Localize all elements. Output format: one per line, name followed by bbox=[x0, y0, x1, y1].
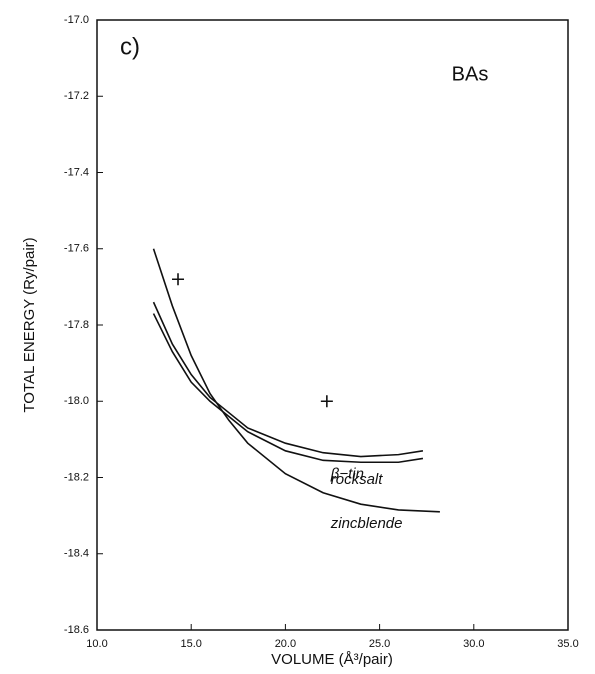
plus-marker bbox=[320, 395, 333, 408]
x-tick-label: 35.0 bbox=[557, 638, 578, 650]
x-tick-label: 10.0 bbox=[86, 638, 107, 650]
annotation: BAs bbox=[452, 63, 489, 85]
x-tick-label: 25.0 bbox=[369, 638, 390, 650]
line bbox=[152, 248, 440, 513]
line bbox=[152, 313, 424, 464]
y-tick-label: -18.4 bbox=[64, 548, 89, 560]
y-tick-label: -17.6 bbox=[64, 243, 89, 255]
x-axis-label: VOLUME (Å³/pair) bbox=[271, 651, 393, 668]
y-tick-label: -17.2 bbox=[64, 90, 89, 102]
y-tick-label: -17.0 bbox=[64, 14, 89, 26]
x-tick-label: 20.0 bbox=[275, 638, 296, 650]
y-tick-label: -18.6 bbox=[64, 624, 89, 636]
line bbox=[152, 301, 424, 458]
y-tick-label: -17.8 bbox=[64, 319, 89, 331]
y-tick-label: -18.2 bbox=[64, 471, 89, 483]
plus-marker bbox=[172, 273, 185, 286]
x-tick-label: 15.0 bbox=[180, 638, 201, 650]
x-tick-label: 30.0 bbox=[463, 638, 484, 650]
panel-label: c) bbox=[120, 33, 140, 60]
y-axis-label: TOTAL ENERGY (Ry/pair) bbox=[21, 237, 38, 412]
series-label: zincblende bbox=[330, 515, 403, 532]
plot-frame bbox=[96, 19, 569, 631]
y-tick-label: -17.4 bbox=[64, 166, 89, 178]
series-label: β−tin bbox=[330, 466, 364, 483]
y-tick-label: -18.0 bbox=[64, 395, 89, 407]
series-label: rocksalt bbox=[331, 471, 384, 488]
